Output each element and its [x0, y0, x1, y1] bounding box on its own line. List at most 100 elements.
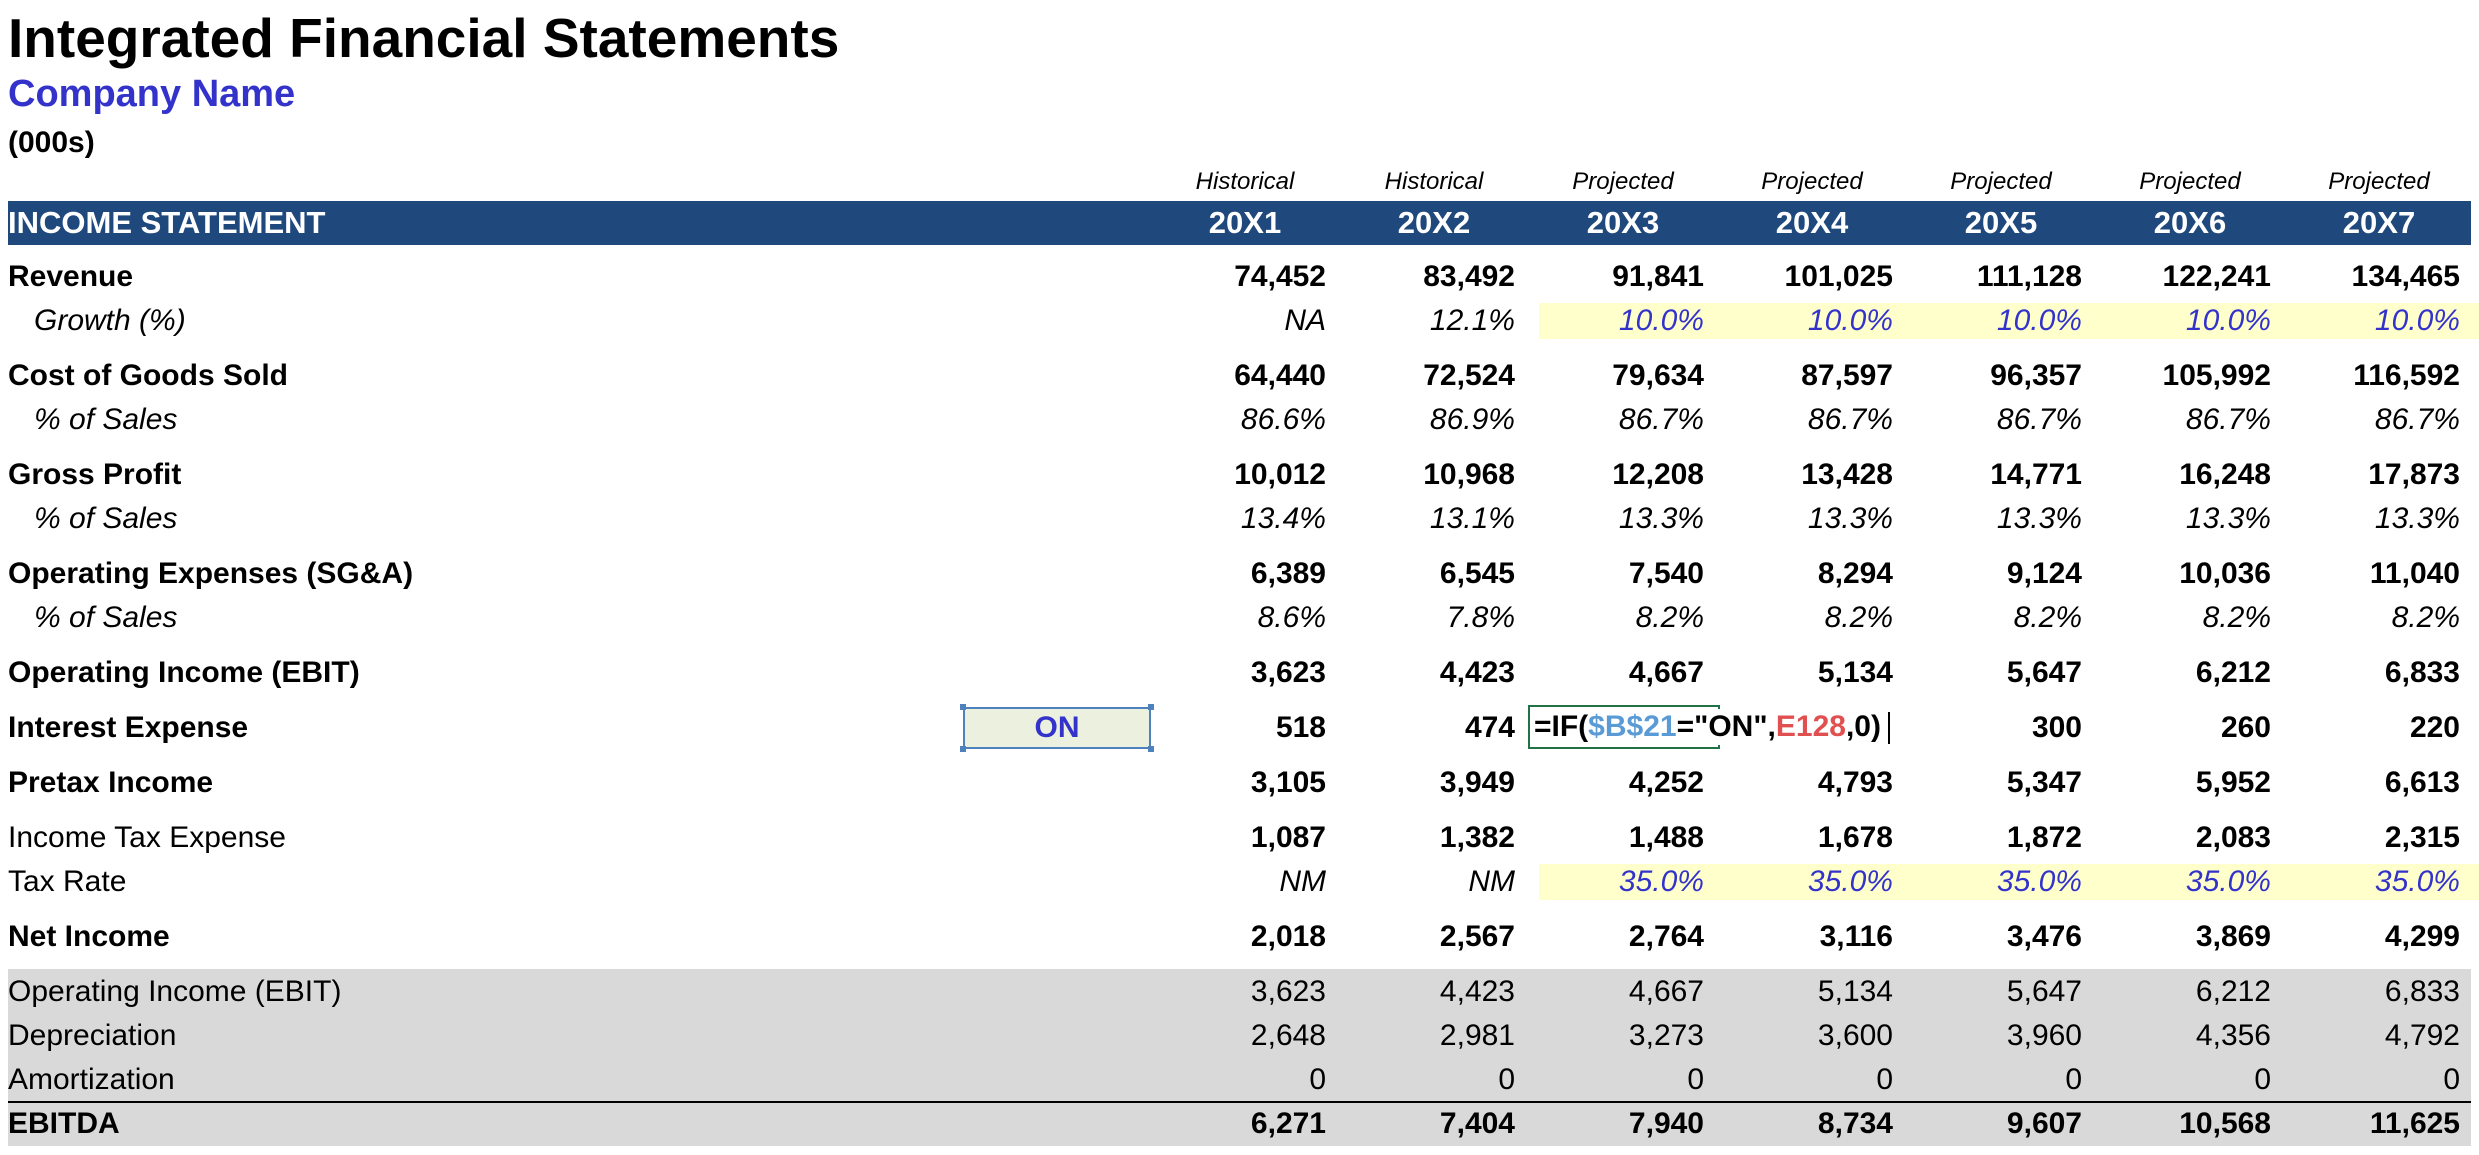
- cell-cogs-pct-20x6[interactable]: 86.7%: [2185, 403, 2271, 436]
- cell-amortization-20x2[interactable]: 0: [1498, 1063, 1515, 1096]
- cell-amortization-20x6[interactable]: 0: [2254, 1063, 2271, 1096]
- cell-opex-20x4[interactable]: 8,294: [1817, 557, 1893, 590]
- cell-cogs-pct-20x4[interactable]: 86.7%: [1807, 403, 1893, 436]
- cell-opex-20x7[interactable]: 11,040: [2369, 557, 2460, 590]
- cell-cogs-20x7[interactable]: 116,592: [2353, 359, 2460, 392]
- cell-net-income-20x5[interactable]: 3,476: [2006, 920, 2082, 953]
- cell-net-income-20x2[interactable]: 2,567: [1439, 920, 1515, 953]
- cell-gp-pct-20x3[interactable]: 13.3%: [1618, 502, 1704, 535]
- cell-revenue-20x6[interactable]: 122,241: [2162, 260, 2271, 293]
- cell-ebit-20x1[interactable]: 3,623: [1250, 656, 1326, 689]
- cell-opex-20x1[interactable]: 6,389: [1250, 557, 1326, 590]
- cell-tax-rate-20x1[interactable]: NM: [1279, 865, 1326, 898]
- cell-tax-rate-20x6[interactable]: 35.0%: [2185, 865, 2271, 898]
- cell-ebitda-20x6[interactable]: 10,568: [2179, 1107, 2271, 1140]
- cell-pretax-20x7[interactable]: 6,613: [2384, 766, 2460, 799]
- cell-ebitda-20x4[interactable]: 8,734: [1817, 1107, 1893, 1140]
- cell-growth-20x4[interactable]: 10.0%: [1807, 304, 1893, 337]
- cell-revenue-20x5[interactable]: 111,128: [1976, 260, 2082, 293]
- cell-tax-rate-20x4[interactable]: 35.0%: [1807, 865, 1893, 898]
- cell-amortization-20x3[interactable]: 0: [1687, 1063, 1704, 1096]
- cell-depreciation-20x7[interactable]: 4,792: [2384, 1019, 2460, 1052]
- cell-depreciation-20x5[interactable]: 3,960: [2006, 1019, 2082, 1052]
- cell-gross-profit-20x3[interactable]: 12,208: [1612, 458, 1704, 491]
- cell-cogs-pct-20x1[interactable]: 86.6%: [1240, 403, 1326, 436]
- cell-cogs-pct-20x2[interactable]: 86.9%: [1429, 403, 1515, 436]
- cell-net-income-20x4[interactable]: 3,116: [1819, 920, 1893, 953]
- cell-pretax-20x1[interactable]: 3,105: [1250, 766, 1326, 799]
- cell-gross-profit-20x1[interactable]: 10,012: [1234, 458, 1326, 491]
- cell-growth-20x5[interactable]: 10.0%: [1996, 304, 2082, 337]
- cell-ebit2-20x3[interactable]: 4,667: [1628, 975, 1704, 1008]
- cell-tax-20x6[interactable]: 2,083: [2195, 821, 2271, 854]
- cell-net-income-20x6[interactable]: 3,869: [2195, 920, 2271, 953]
- cell-cogs-20x1[interactable]: 64,440: [1234, 359, 1326, 392]
- cell-gp-pct-20x2[interactable]: 13.1%: [1429, 502, 1515, 535]
- cell-opex-pct-20x5[interactable]: 8.2%: [2013, 601, 2082, 634]
- cell-tax-rate-20x3[interactable]: 35.0%: [1618, 865, 1704, 898]
- cell-net-income-20x1[interactable]: 2,018: [1250, 920, 1326, 953]
- cell-ebit-20x2[interactable]: 4,423: [1439, 656, 1515, 689]
- cell-depreciation-20x4[interactable]: 3,600: [1817, 1019, 1893, 1052]
- cell-cogs-20x2[interactable]: 72,524: [1423, 359, 1515, 392]
- selection-handle[interactable]: [960, 746, 966, 752]
- cell-gp-pct-20x4[interactable]: 13.3%: [1807, 502, 1893, 535]
- cell-ebitda-20x5[interactable]: 9,607: [2006, 1107, 2082, 1140]
- cell-growth-20x2[interactable]: 12.1%: [1429, 304, 1515, 337]
- in-cell-formula[interactable]: =IF($B$21="ON",E128,0): [1534, 709, 1881, 745]
- cell-amortization-20x7[interactable]: 0: [2443, 1063, 2460, 1096]
- cell-tax-20x2[interactable]: 1,382: [1439, 821, 1515, 854]
- cell-tax-20x1[interactable]: 1,087: [1250, 821, 1326, 854]
- cell-tax-20x4[interactable]: 1,678: [1817, 821, 1893, 854]
- cell-depreciation-20x1[interactable]: 2,648: [1250, 1019, 1326, 1052]
- cell-opex-20x2[interactable]: 6,545: [1439, 557, 1515, 590]
- cell-revenue-20x2[interactable]: 83,492: [1423, 260, 1515, 293]
- cell-interest-20x7[interactable]: 220: [2409, 711, 2460, 744]
- cell-gp-pct-20x6[interactable]: 13.3%: [2185, 502, 2271, 535]
- cell-revenue-20x3[interactable]: 91,841: [1612, 260, 1704, 293]
- cell-cogs-20x5[interactable]: 96,357: [1990, 359, 2082, 392]
- cell-ebit-20x5[interactable]: 5,647: [2006, 656, 2082, 689]
- cell-cogs-pct-20x5[interactable]: 86.7%: [1996, 403, 2082, 436]
- cell-ebit2-20x1[interactable]: 3,623: [1250, 975, 1326, 1008]
- selection-handle[interactable]: [1148, 704, 1154, 710]
- cell-ebitda-20x1[interactable]: 6,271: [1250, 1107, 1326, 1140]
- cell-ebit2-20x6[interactable]: 6,212: [2195, 975, 2271, 1008]
- cell-revenue-20x1[interactable]: 74,452: [1234, 260, 1326, 293]
- cell-ebit-20x4[interactable]: 5,134: [1817, 656, 1893, 689]
- cell-amortization-20x1[interactable]: 0: [1309, 1063, 1326, 1096]
- cell-ebit2-20x7[interactable]: 6,833: [2384, 975, 2460, 1008]
- cell-gross-profit-20x5[interactable]: 14,771: [1990, 458, 2082, 491]
- cell-pretax-20x3[interactable]: 4,252: [1628, 766, 1704, 799]
- cell-tax-rate-20x7[interactable]: 35.0%: [2374, 865, 2460, 898]
- cell-tax-rate-20x2[interactable]: NM: [1468, 865, 1515, 898]
- cell-growth-20x7[interactable]: 10.0%: [2374, 304, 2460, 337]
- cell-net-income-20x7[interactable]: 4,299: [2384, 920, 2460, 953]
- cell-pretax-20x6[interactable]: 5,952: [2195, 766, 2271, 799]
- cell-ebitda-20x2[interactable]: 7,404: [1439, 1107, 1515, 1140]
- cell-cogs-20x6[interactable]: 105,992: [2162, 359, 2271, 392]
- selection-handle[interactable]: [1148, 746, 1154, 752]
- cell-gp-pct-20x1[interactable]: 13.4%: [1240, 502, 1326, 535]
- cell-gp-pct-20x7[interactable]: 13.3%: [2374, 502, 2460, 535]
- cell-tax-rate-20x5[interactable]: 35.0%: [1996, 865, 2082, 898]
- cell-gross-profit-20x7[interactable]: 17,873: [2368, 458, 2460, 491]
- cell-opex-pct-20x2[interactable]: 7.8%: [1446, 601, 1515, 634]
- cell-opex-20x5[interactable]: 9,124: [2006, 557, 2082, 590]
- cell-opex-pct-20x7[interactable]: 8.2%: [2391, 601, 2460, 634]
- cell-opex-20x3[interactable]: 7,540: [1628, 557, 1704, 590]
- cell-interest-20x2[interactable]: 474: [1464, 711, 1515, 744]
- cell-tax-20x5[interactable]: 1,872: [2006, 821, 2082, 854]
- cell-revenue-20x7[interactable]: 134,465: [2351, 260, 2460, 293]
- cell-opex-pct-20x1[interactable]: 8.6%: [1257, 601, 1326, 634]
- cell-ebit-20x7[interactable]: 6,833: [2384, 656, 2460, 689]
- cell-depreciation-20x6[interactable]: 4,356: [2195, 1019, 2271, 1052]
- cell-tax-20x7[interactable]: 2,315: [2384, 821, 2460, 854]
- cell-opex-20x6[interactable]: 10,036: [2179, 557, 2271, 590]
- cell-ebit2-20x5[interactable]: 5,647: [2006, 975, 2082, 1008]
- cell-gp-pct-20x5[interactable]: 13.3%: [1996, 502, 2082, 535]
- cell-ebitda-20x7[interactable]: 11,625: [2369, 1107, 2460, 1140]
- cell-pretax-20x4[interactable]: 4,793: [1817, 766, 1893, 799]
- cell-depreciation-20x3[interactable]: 3,273: [1628, 1019, 1704, 1052]
- cell-cogs-20x3[interactable]: 79,634: [1612, 359, 1704, 392]
